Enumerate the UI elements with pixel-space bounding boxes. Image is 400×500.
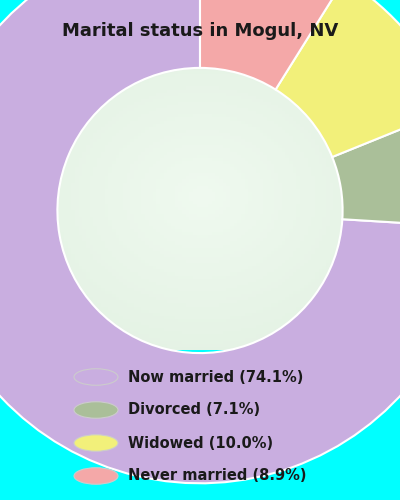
Text: Divorced (7.1%): Divorced (7.1%) (128, 402, 260, 417)
Circle shape (74, 468, 118, 484)
Circle shape (74, 434, 118, 451)
Text: Now married (74.1%): Now married (74.1%) (128, 370, 303, 384)
Wedge shape (200, 0, 344, 90)
Text: Marital status in Mogul, NV: Marital status in Mogul, NV (62, 22, 338, 40)
Wedge shape (0, 0, 400, 484)
Text: City-Data.com: City-Data.com (303, 56, 373, 66)
Wedge shape (276, 0, 400, 157)
Circle shape (74, 402, 118, 418)
Wedge shape (332, 108, 400, 227)
Text: Widowed (10.0%): Widowed (10.0%) (128, 436, 273, 450)
Circle shape (74, 369, 118, 385)
Text: Never married (8.9%): Never married (8.9%) (128, 468, 306, 483)
